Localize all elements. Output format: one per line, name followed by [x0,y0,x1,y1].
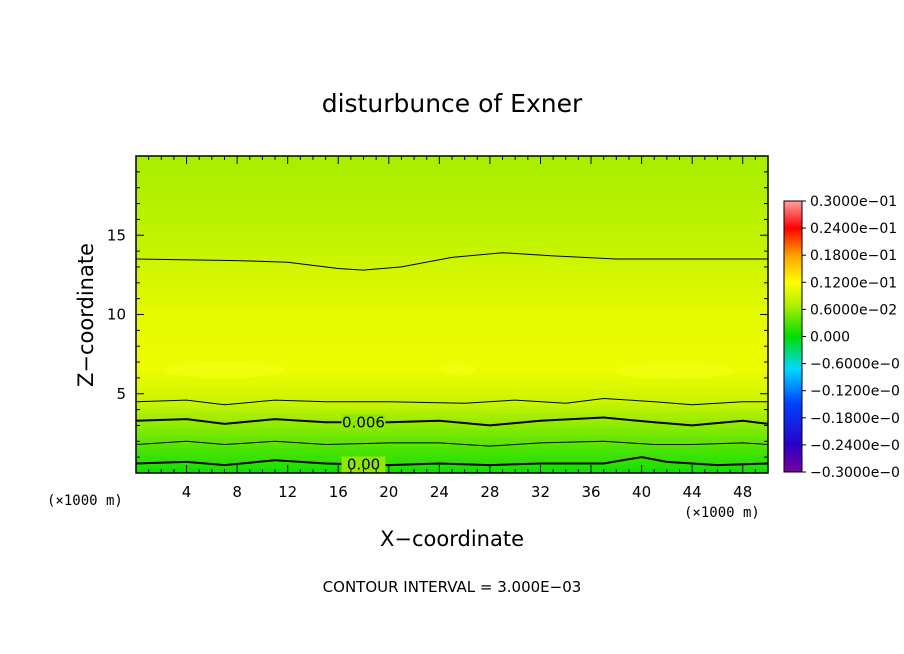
colorbar: 0.3000e−01 0.2400e−01 0.1800e−01 0.1200e−01… [783,194,900,481]
colorbar-tick-label: 0.6000e−02 [810,302,897,318]
x-tick-label: 20 [379,483,398,501]
contour-line [136,397,768,406]
colorbar-gradient [783,200,803,473]
x-ticks: 4 8 12 16 20 24 28 32 36 40 44 48 [148,156,756,501]
colorbar-tick-label: 0.2400e−01 [810,221,897,237]
colorbar-tick-label: −0.3000e−0 [810,465,900,481]
x-tick-label: 16 [329,483,348,501]
x-tick-label: 4 [182,483,192,501]
contour-lines: 0.006 0.00 [136,252,768,473]
contour-label: 0.00 [347,455,380,473]
contour-label-bg [341,414,386,431]
x-tick-label: 40 [632,483,651,501]
contour-label: 0.006 [342,413,385,431]
colorbar-tick-label: −0.6000e−0 [810,357,900,373]
x-unit-right: (×1000 m) [684,505,760,521]
chart-title: disturbunce of Exner [322,89,583,118]
x-tick-label: 36 [581,483,600,501]
x-tick-label: 44 [683,483,702,501]
colorbar-tick-label: 0.1200e−01 [810,275,897,291]
x-tick-label: 48 [733,483,752,501]
contour-line [136,440,768,447]
y-tick-label: 10 [107,306,126,324]
contour-line [136,456,768,467]
yellow-patch [440,363,476,375]
contour-interval-note: CONTOUR INTERVAL = 3.000E−03 [323,578,582,596]
yellow-patch [615,363,735,379]
x-tick-label: 8 [232,483,242,501]
contour-line [136,252,768,271]
x-tick-label: 24 [430,483,449,501]
contour-line [136,416,768,427]
colorbar-tick-label: 0.000 [810,330,850,346]
colorbar-tick-label: −0.1800e−0 [810,411,900,427]
field-fill [136,156,768,473]
colorbar-ticks: 0.3000e−01 0.2400e−01 0.1800e−01 0.1200e−01… [802,194,900,481]
x-tick-label: 28 [480,483,499,501]
contour-label-bg [341,456,386,473]
y-tick-label: 5 [116,385,126,403]
y-tick-label: 15 [107,226,126,244]
colorbar-tick-label: −0.1200e−0 [810,384,900,400]
x-tick-label: 12 [278,483,297,501]
yellow-patch [165,362,285,378]
y-ticks: 5 10 15 [107,171,768,458]
colorbar-tick-label: 0.1800e−01 [810,248,897,264]
x-tick-label: 32 [531,483,550,501]
colorbar-tick-label: 0.3000e−01 [810,194,897,210]
x-axis-label: X−coordinate [380,527,524,551]
y-axis-label: Z−coordinate [74,243,98,387]
x-unit-left: (×1000 m) [47,493,123,509]
colorbar-tick-label: −0.2400e−0 [810,438,900,454]
yellow-patches [165,362,735,379]
